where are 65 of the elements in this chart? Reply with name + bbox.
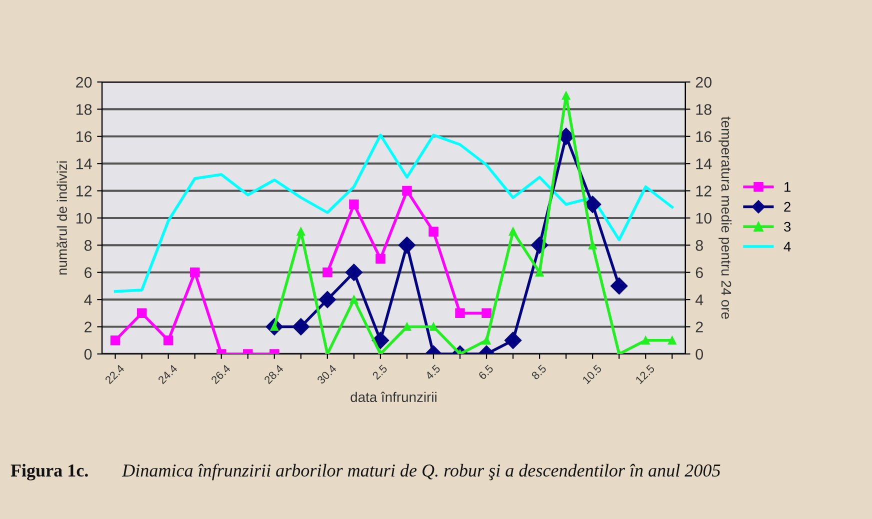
point (455, 308, 465, 318)
y2-tick-label: 16 (696, 131, 712, 142)
point (668, 336, 676, 345)
text: Dinamica înfrunzirii arborilor maturi de Q. robur şi a descendentilor în anul 2005 (122, 464, 720, 480)
point (318, 291, 336, 308)
y2-tick-label: 12 (696, 186, 712, 196)
point (190, 268, 200, 278)
x-tick-label: 30.4 (316, 364, 337, 384)
point (376, 254, 386, 264)
y-tick-label: 10 (76, 212, 92, 224)
point (163, 336, 174, 346)
y2-tick-label: 10 (696, 212, 712, 224)
y2-tick-label: 8 (696, 240, 703, 251)
legend-label: 1 (784, 182, 790, 192)
point (110, 336, 120, 346)
point (345, 264, 362, 281)
legend-label: 3 (784, 222, 791, 232)
y2-tick-label: 18 (696, 104, 712, 115)
legend-label: 4 (784, 242, 791, 252)
y-tick-label: 20 (76, 76, 92, 88)
y2-tick-label: 6 (696, 267, 703, 278)
point (428, 226, 438, 236)
x-axis-title: data înfrunzirii (350, 392, 436, 402)
y-tick-label: 16 (76, 131, 92, 142)
point (504, 332, 522, 349)
point (610, 277, 628, 295)
y-tick-label: 12 (76, 186, 92, 196)
y2-tick-label: 14 (696, 158, 712, 170)
point (350, 295, 358, 304)
point (349, 200, 359, 210)
line-series (114, 134, 674, 293)
y2-tick-label: 2 (696, 322, 703, 332)
text: Figura 1c. (10, 464, 88, 480)
point (482, 336, 491, 345)
y-tick-label: 0 (84, 348, 92, 360)
y2-tick-label: 4 (695, 294, 704, 306)
y-tick-label: 6 (84, 267, 92, 278)
point (641, 336, 650, 345)
x-tick-label: 2.5 (372, 364, 388, 380)
point (482, 308, 492, 318)
y-tick-label: 4 (84, 294, 92, 306)
point (562, 91, 570, 100)
legend-label: 2 (784, 202, 790, 212)
x-tick-label: 6.5 (478, 364, 494, 380)
point (136, 308, 147, 318)
y2-axis-title: temperatura medie pentru 24 ore (718, 116, 732, 319)
x-tick-label: 8.5 (530, 364, 547, 380)
point (402, 186, 412, 196)
y2-tick-label: 0 (696, 348, 704, 360)
x-tick-label: 4.5 (424, 364, 441, 380)
y-axis-title: numărul de indivizi (56, 161, 68, 275)
point (402, 322, 412, 331)
point (508, 227, 518, 236)
point (292, 318, 310, 336)
y-tick-label: 18 (76, 104, 92, 115)
y-tick-label: 8 (84, 240, 92, 251)
y-tick-label: 14 (76, 158, 92, 170)
point (588, 241, 597, 250)
point (296, 227, 306, 236)
point (398, 236, 416, 254)
y2-tick-label: 20 (696, 76, 712, 88)
point (584, 196, 602, 213)
point (322, 268, 332, 278)
y-tick-label: 2 (84, 322, 92, 332)
point (429, 322, 438, 331)
